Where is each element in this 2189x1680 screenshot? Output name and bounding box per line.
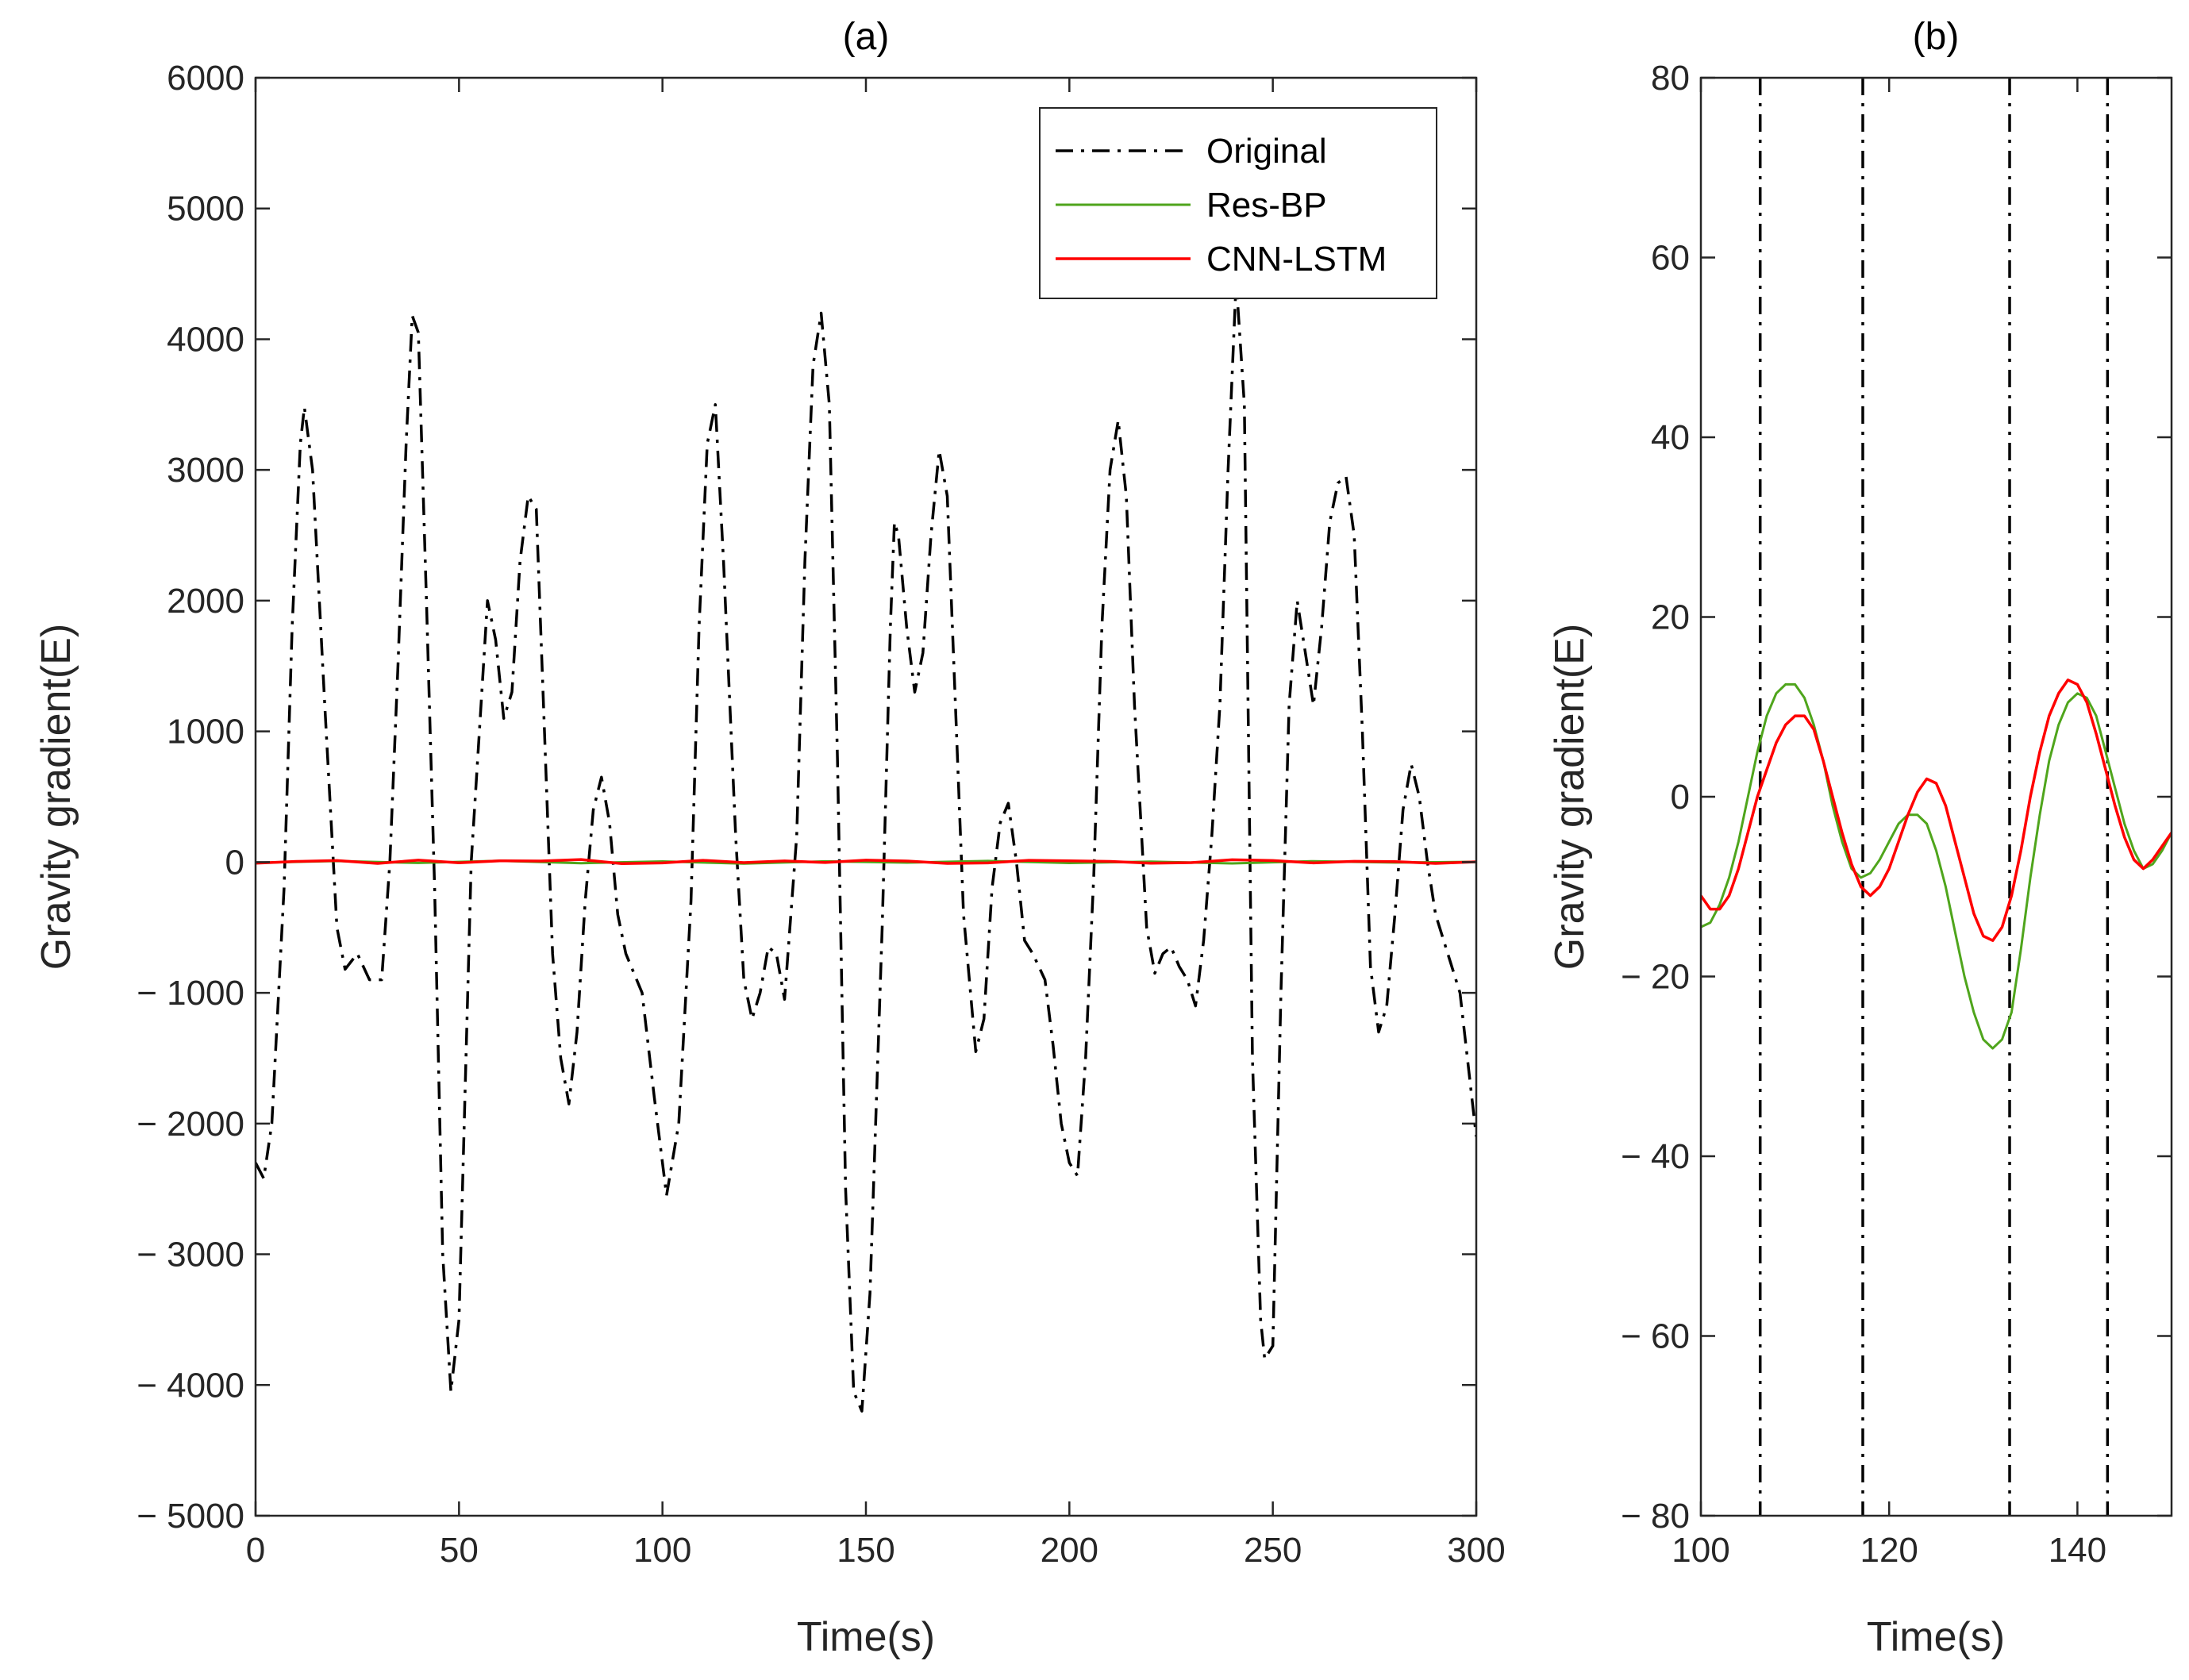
y-tick-label-a: 4000 [167, 320, 244, 359]
y-tick-label-a: − 1000 [137, 974, 244, 1013]
y-tick-label-b: − 20 [1621, 958, 1690, 997]
x-tick-label-a: 200 [1041, 1531, 1098, 1570]
y-tick-label-a: 5000 [167, 190, 244, 229]
legend: Original Res-BP CNN-LSTM [1039, 107, 1437, 299]
y-tick-label-b: − 40 [1621, 1137, 1690, 1176]
series-b-res-bp [1701, 682, 2172, 1050]
y-tick-label-b: − 60 [1621, 1317, 1690, 1356]
x-tick-label-a: 50 [440, 1531, 479, 1570]
x-tick-label-b: 100 [1672, 1531, 1729, 1570]
panel-a-title: (a) [843, 16, 890, 58]
y-tick-label-b: − 80 [1621, 1497, 1690, 1536]
plot-b-clip [1701, 78, 2172, 1516]
legend-box [1039, 107, 1437, 299]
y-tick-label-b: 60 [1651, 239, 1690, 278]
y-tick-label-a: − 2000 [137, 1105, 244, 1144]
plot-a-series [256, 279, 1476, 1413]
x-tick-label-a: 300 [1447, 1531, 1505, 1570]
panel-a: 0 50 100 150 200 250 300 − 5000 − 4000 − 3000 − 20… [33, 16, 1506, 1660]
x-tick-label-a: 100 [633, 1531, 691, 1570]
y-tick-label-a: 2000 [167, 582, 244, 621]
x-tick-label-a: 150 [837, 1531, 894, 1570]
y-tick-label-b: 20 [1651, 598, 1690, 637]
plot-area-b [1701, 78, 2172, 1516]
series-a-original [256, 279, 1476, 1413]
panel-b: 100 120 140 − 80 − 60 − 40 − 20 0 20 40 60 80 (b) T… [1547, 16, 2173, 1660]
legend-label-cnn-lstm: CNN-LSTM [1206, 240, 1387, 279]
y-tick-label-a: − 4000 [137, 1366, 244, 1405]
x-tick-label-b: 140 [2049, 1531, 2106, 1570]
panel-b-title: (b) [1913, 16, 1960, 58]
x-tick-label-a: 250 [1244, 1531, 1302, 1570]
series-b-cnn-lstm [1701, 679, 2172, 942]
x-tick-label-b: 120 [1860, 1531, 1918, 1570]
axes-a: 0 50 100 150 200 250 300 − 5000 − 4000 − 3000 − 20… [137, 59, 1506, 1570]
axes-b: 100 120 140 − 80 − 60 − 40 − 20 0 20 40 60 80 [1621, 59, 2173, 1570]
y-tick-label-b: 40 [1651, 418, 1690, 457]
plot-a-clip [256, 279, 1476, 1413]
y-tick-label-a: 0 [225, 843, 244, 882]
plot-area-a [256, 78, 1476, 1516]
legend-label-original: Original [1206, 132, 1327, 171]
plot-b-series [1701, 78, 2172, 1516]
y-tick-label-a: − 3000 [137, 1236, 244, 1274]
panel-a-xlabel: Time(s) [797, 1614, 935, 1660]
y-tick-label-a: 3000 [167, 451, 244, 490]
legend-label-res-bp: Res-BP [1206, 186, 1327, 225]
y-tick-label-a: − 5000 [137, 1497, 244, 1536]
y-tick-label-a: 6000 [167, 59, 244, 98]
series-a-cnn-lstm [256, 858, 1476, 866]
y-tick-label-a: 1000 [167, 713, 244, 752]
y-tick-label-b: 0 [1671, 778, 1690, 817]
panel-b-ylabel: Gravity gradient(E) [1547, 624, 1593, 970]
x-tick-label-a: 0 [246, 1531, 265, 1570]
y-tick-label-b: 80 [1651, 59, 1690, 98]
panel-b-xlabel: Time(s) [1867, 1614, 2005, 1660]
panel-a-ylabel: Gravity gradient(E) [33, 624, 79, 970]
